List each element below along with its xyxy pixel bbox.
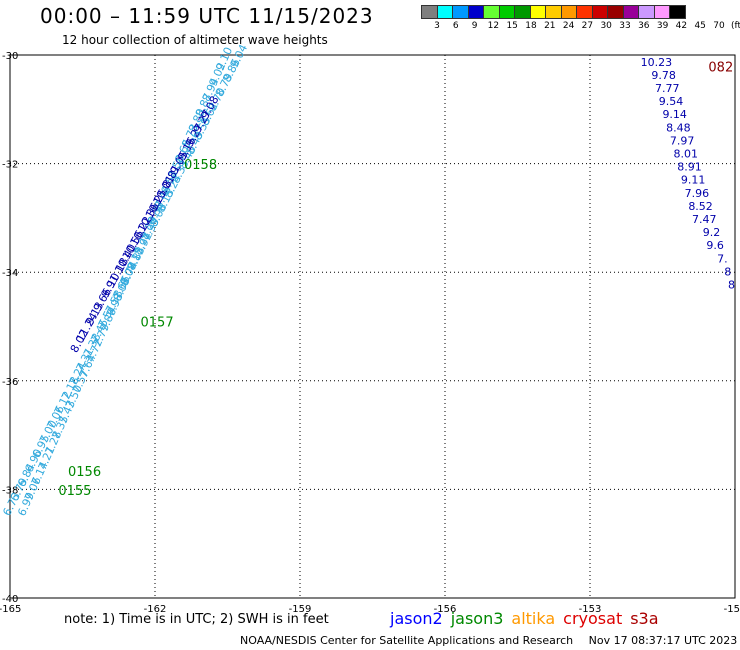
credit-org: NOAA/NESDIS Center for Satellite Applica…	[240, 634, 574, 647]
latitude-tick-label: -30	[2, 51, 18, 62]
swh-value-label: 8.52	[688, 200, 713, 213]
colorbar-tick-label: 15	[506, 21, 518, 31]
colorbar-swatch	[669, 5, 686, 19]
longitude-tick-label: -159	[289, 604, 312, 615]
swh-value-label: 7.97	[670, 134, 695, 147]
swh-value-label: 9.14	[662, 108, 687, 121]
swh-value-label: 7.47	[692, 213, 717, 226]
swh-value-label: 9.78	[651, 69, 676, 82]
colorbar-tick-label: 21	[544, 21, 556, 31]
swh-value-label: 9.2	[703, 226, 721, 239]
swh-value-label: 10.23	[641, 56, 673, 69]
colorbar-tick-label: 9	[471, 21, 478, 31]
wave-height-colorbar	[421, 5, 686, 19]
footnote: note: 1) Time is in UTC; 2) SWH is in fe…	[64, 612, 329, 627]
longitude-tick-label: -165	[0, 604, 21, 615]
colorbar-tick-label: 42	[675, 21, 688, 31]
latitude-tick-label: -34	[2, 268, 18, 279]
pass-time-label: 0155	[58, 484, 91, 499]
pass-time-label: 0158	[184, 158, 217, 173]
pass-time-label: 082	[708, 60, 733, 75]
swh-value-label: 8.91	[677, 161, 702, 174]
colorbar-tick-label: 3	[434, 21, 440, 31]
legend-cryosat: cryosat	[563, 609, 623, 628]
colorbar-tick-label: 6	[452, 21, 459, 31]
colorbar-tick-label: 45	[694, 21, 706, 31]
longitude-tick-label: -162	[144, 604, 167, 615]
page-title: 00:00 – 11:59 UTC 11/15/2023	[40, 4, 374, 28]
colorbar-tick-label: 39	[656, 21, 669, 31]
colorbar-tick-label: 70	[713, 21, 725, 31]
swh-value-label: 8.01	[674, 148, 699, 161]
colorbar-tick-label: 33	[619, 21, 631, 31]
colorbar-tick-label: 24	[562, 21, 575, 31]
latitude-tick-label: -36	[2, 377, 18, 388]
legend-jason3: jason3	[450, 609, 504, 628]
satellite-legend: jason2 jason3 altika cryosat s3a	[390, 609, 659, 628]
colorbar-tick-label: 18	[525, 21, 537, 31]
map-frame	[9, 54, 736, 599]
pass-time-label: 0156	[68, 465, 101, 480]
credit-footer: NOAA/NESDIS Center for Satellite Applica…	[240, 634, 740, 647]
legend-s3a: s3a	[630, 609, 659, 628]
colorbar-tick-label: 27	[581, 21, 594, 31]
swh-value-label: 9.11	[681, 174, 706, 187]
page-subtitle: 12 hour collection of altimeter wave hei…	[62, 33, 328, 47]
swh-value-label: 8	[728, 278, 735, 291]
pass-time-label: 0157	[141, 316, 174, 331]
longitude-tick-label: -150	[724, 604, 740, 615]
colorbar-tick-label: 36	[638, 21, 650, 31]
colorbar-tick-label: 30	[600, 21, 612, 31]
colorbar-tick-label: 12	[487, 21, 500, 31]
legend-altika: altika	[511, 609, 556, 628]
swh-value-label: 7.96	[685, 187, 710, 200]
swh-value-label: 8	[724, 265, 731, 278]
credit-timestamp: Nov 17 08:37:17 UTC 2023	[588, 634, 738, 647]
swh-value-label: 7.77	[655, 82, 680, 95]
legend-jason2: jason2	[390, 609, 443, 628]
latitude-tick-label: -40	[2, 594, 18, 605]
latitude-tick-label: -32	[2, 160, 18, 171]
colorbar-tick-label: (ft)	[731, 21, 740, 31]
swh-value-label: 7.	[717, 252, 728, 265]
swh-value-label: 9.6	[706, 239, 724, 252]
longitude-tick-label: -153	[579, 604, 602, 615]
swh-value-label: 8.48	[666, 121, 691, 134]
longitude-tick-label: -156	[434, 604, 457, 615]
swh-value-label: 9.54	[659, 95, 684, 108]
latitude-tick-label: -38	[2, 485, 18, 496]
